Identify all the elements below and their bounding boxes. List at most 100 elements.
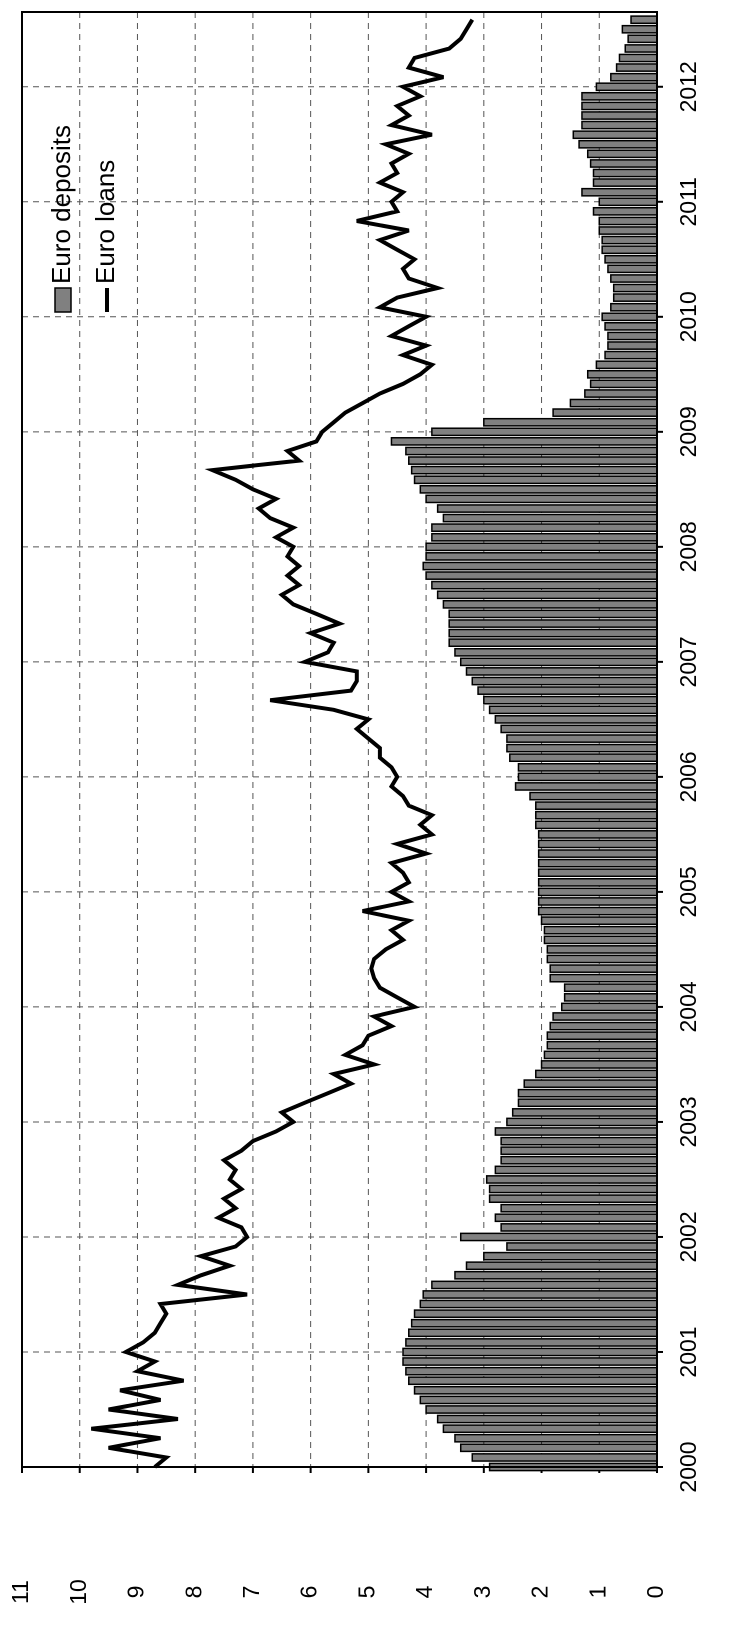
bar <box>552 408 658 417</box>
x-tick-label: 2012 <box>675 61 701 112</box>
bar <box>494 715 658 724</box>
bar <box>494 1165 658 1175</box>
bar <box>425 552 658 561</box>
bar <box>546 1031 658 1041</box>
bar <box>410 465 658 475</box>
bar <box>561 1002 658 1012</box>
y-tick-label: 10 <box>65 1579 91 1605</box>
bar <box>543 1050 658 1060</box>
y-tick-label: 8 <box>180 1586 206 1599</box>
bar <box>483 695 658 705</box>
bar <box>607 341 658 350</box>
x-tick-label: 2010 <box>675 291 701 342</box>
bar <box>598 197 658 207</box>
bar <box>537 887 658 897</box>
bar <box>517 1098 658 1108</box>
bar <box>500 1146 658 1156</box>
y-tick-label: 0 <box>642 1586 668 1599</box>
bar <box>601 245 658 255</box>
bar <box>442 600 658 609</box>
bar <box>494 1127 658 1136</box>
x-tick-label: 2009 <box>675 406 701 457</box>
bar <box>408 1328 658 1338</box>
bar <box>413 475 658 485</box>
bar <box>431 523 658 532</box>
bar <box>612 283 658 293</box>
bar <box>581 101 658 111</box>
bar <box>405 1366 658 1376</box>
bar <box>506 734 658 743</box>
bar <box>549 964 658 973</box>
bar <box>607 264 658 274</box>
bar <box>578 139 658 149</box>
bar <box>448 628 658 638</box>
bar <box>523 1079 658 1088</box>
bar <box>442 513 658 523</box>
legend-label: Euro loans <box>90 160 120 284</box>
bar <box>543 925 658 935</box>
bar <box>436 590 658 600</box>
bar <box>581 91 658 101</box>
bar <box>601 312 658 322</box>
y-tick-label: 7 <box>238 1586 264 1599</box>
bar <box>465 667 658 676</box>
bar <box>500 724 658 734</box>
bar <box>425 542 658 552</box>
bar <box>485 1175 658 1184</box>
bar <box>604 321 658 331</box>
bar <box>621 24 658 34</box>
bar <box>546 954 658 964</box>
bar <box>459 657 658 667</box>
bar <box>511 1108 658 1117</box>
bar <box>581 187 658 197</box>
bar <box>413 1385 658 1395</box>
bar <box>517 1088 658 1098</box>
bar <box>624 44 658 53</box>
bar <box>500 1136 658 1146</box>
bar <box>517 772 658 782</box>
x-tick-label: 2002 <box>675 1211 701 1262</box>
plot-frame <box>21 11 658 1468</box>
bar <box>592 178 658 187</box>
bar <box>448 619 658 628</box>
bar <box>431 427 658 437</box>
bar <box>537 830 658 839</box>
bar <box>546 945 658 954</box>
bar <box>517 762 658 772</box>
bar <box>483 1251 658 1261</box>
bar <box>610 72 658 82</box>
bar <box>595 82 658 92</box>
bar <box>431 580 658 590</box>
bar <box>483 417 658 427</box>
bar <box>535 820 658 830</box>
bar <box>454 1433 658 1443</box>
bar <box>630 15 658 25</box>
bar <box>425 494 658 504</box>
bar <box>581 111 658 120</box>
bar <box>500 1223 658 1232</box>
bar <box>459 1232 658 1242</box>
bar <box>422 1290 658 1299</box>
y-tick-label: 3 <box>469 1586 495 1599</box>
x-tick-label: 2000 <box>675 1441 701 1492</box>
bar <box>627 34 658 44</box>
legend-swatch <box>54 287 72 313</box>
x-tick-label: 2005 <box>675 866 701 917</box>
bar <box>586 369 658 379</box>
bar <box>543 935 658 945</box>
bar <box>537 868 658 878</box>
x-tick-label: 2001 <box>675 1326 701 1377</box>
bar <box>537 849 658 858</box>
bar <box>563 993 658 1002</box>
bar <box>419 1299 658 1309</box>
bar <box>549 1021 658 1031</box>
bar <box>610 302 658 312</box>
bar <box>425 1405 658 1414</box>
bar <box>488 1194 658 1204</box>
bar <box>572 130 658 140</box>
bar <box>413 1309 658 1319</box>
bar <box>402 1357 658 1366</box>
bar <box>514 782 658 791</box>
bar <box>618 53 658 63</box>
